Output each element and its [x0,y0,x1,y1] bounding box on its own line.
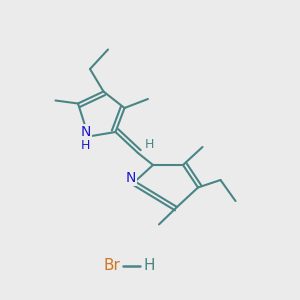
Text: H: H [143,258,155,273]
Text: N: N [125,172,136,185]
Text: N: N [81,125,91,139]
Text: Br: Br [103,258,120,273]
Text: H: H [145,138,154,151]
Text: H: H [81,139,90,152]
